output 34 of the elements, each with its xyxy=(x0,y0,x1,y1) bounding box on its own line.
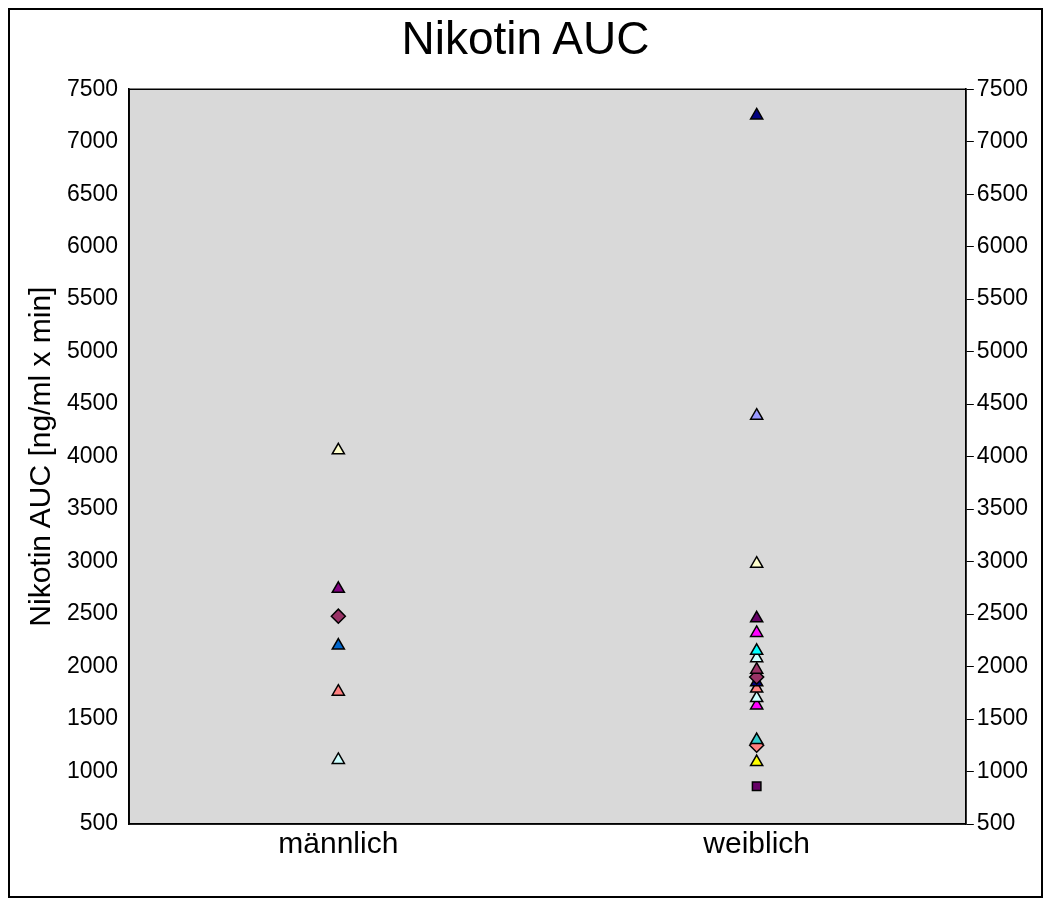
y2-tick-label: 5000 xyxy=(976,336,1029,363)
chart-title: Nikotin AUC xyxy=(401,12,650,65)
y-tick-label: 1000 xyxy=(66,756,119,783)
y2-tick-label: 7000 xyxy=(976,127,1029,154)
y-tick-label: 1500 xyxy=(66,704,119,731)
y-tick-label: 5000 xyxy=(66,336,119,363)
y-axis-title: Nikotin AUC [ng/ml x min] xyxy=(23,286,57,627)
y-tick-label: 6500 xyxy=(66,179,119,206)
y2-tick-label: 2000 xyxy=(976,651,1029,678)
y2-tick-label: 5500 xyxy=(976,284,1029,311)
y-tick-label: 3000 xyxy=(66,546,119,573)
y-tick-label: 2500 xyxy=(66,599,119,626)
y2-tick-label: 7500 xyxy=(976,74,1029,101)
y2-tick-label: 3000 xyxy=(976,546,1029,573)
y2-tick-label: 1000 xyxy=(976,756,1029,783)
y2-tick-label: 1500 xyxy=(976,704,1029,731)
y-tick-label: 4500 xyxy=(66,389,119,416)
y-tick-label: 4000 xyxy=(66,441,119,468)
y-tick-label: 2000 xyxy=(66,651,119,678)
y2-tick-label: 4000 xyxy=(976,441,1029,468)
y2-tick-label: 6500 xyxy=(976,179,1029,206)
y2-tick-label: 4500 xyxy=(976,389,1029,416)
y-tick-label: 7500 xyxy=(66,74,119,101)
y2-tick-label: 6000 xyxy=(976,232,1029,258)
y2-tick-label: 2500 xyxy=(976,599,1029,626)
x-tick-label: männlich xyxy=(278,826,399,860)
y-tick-label: 6000 xyxy=(66,232,119,258)
y-tick-label: 500 xyxy=(79,809,119,836)
y-tick-label: 3500 xyxy=(66,494,119,521)
y2-tick-label: 3500 xyxy=(976,494,1029,521)
y2-tick-label: 500 xyxy=(976,809,1016,836)
y-tick-label: 7000 xyxy=(66,127,119,154)
y-tick-label: 5500 xyxy=(66,284,119,311)
x-tick-label: weiblich xyxy=(702,826,811,860)
